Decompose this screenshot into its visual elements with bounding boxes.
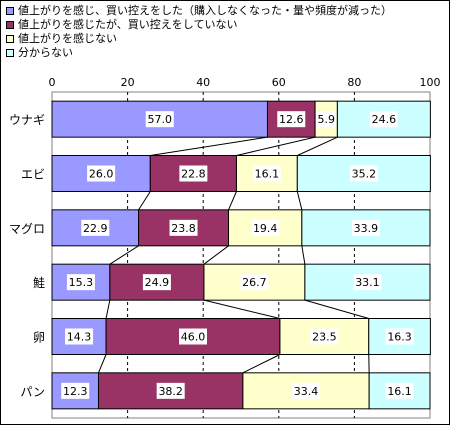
data-label-background	[178, 328, 207, 345]
data-label-background	[385, 328, 414, 345]
data-label: 16.1	[255, 168, 280, 181]
data-label: 12.6	[279, 113, 304, 126]
data-label-background	[65, 328, 94, 345]
category-label: ウナギ	[9, 113, 45, 127]
data-label: 5.9	[317, 113, 335, 126]
data-label: 23.8	[171, 222, 196, 235]
legend-label: 分からない	[18, 46, 73, 59]
x-tick-label: 80	[347, 76, 361, 89]
legend-label: 値上がりを感じ、買い控えをした（購入しなくなった・量や頻度が減った）	[18, 4, 392, 17]
data-label: 57.0	[147, 113, 172, 126]
data-label-background	[369, 111, 398, 128]
series-line	[304, 299, 369, 319]
legend-swatch	[6, 48, 14, 57]
data-label-background	[81, 219, 110, 236]
bar-segment	[336, 100, 431, 138]
series-line	[138, 191, 151, 211]
legend-swatch	[6, 34, 14, 43]
data-label-background	[87, 165, 116, 182]
series-line	[242, 354, 281, 374]
x-tick-label: 60	[272, 76, 286, 89]
legend-swatch	[6, 6, 14, 15]
series-line	[109, 245, 139, 265]
category-label: 鮭	[33, 275, 45, 290]
data-label: 35.2	[352, 168, 377, 181]
data-label-background	[169, 219, 198, 236]
series-line	[105, 300, 111, 319]
legend-swatch	[6, 20, 14, 29]
data-label-background	[349, 165, 378, 182]
legend-item: 分からない	[6, 46, 446, 59]
category-label: 卵	[33, 331, 45, 345]
bar-segment	[51, 209, 140, 247]
x-tick-label: 40	[196, 76, 210, 89]
x-tick-label: 20	[121, 76, 135, 89]
data-label-background	[292, 382, 321, 399]
data-label: 22.8	[181, 168, 206, 181]
x-tick-label: 100	[420, 76, 441, 89]
data-label: 33.1	[355, 276, 380, 289]
data-label: 15.3	[69, 276, 94, 289]
data-label-background	[240, 274, 269, 291]
data-label-background	[385, 382, 414, 399]
data-label-background	[142, 274, 171, 291]
legend-label: 値上がりを感じたが、買い控えをしていない	[18, 18, 238, 31]
data-label: 26.7	[242, 276, 267, 289]
series-line	[301, 245, 306, 265]
legend-item: 値上がりを感じたが、買い控えをしていない	[6, 18, 446, 31]
legend-item: 値上がりを感じない	[6, 32, 446, 45]
series-line	[228, 191, 237, 211]
legend-label: 値上がりを感じない	[18, 32, 117, 45]
data-label: 23.5	[312, 331, 337, 344]
data-label: 33.9	[354, 222, 379, 235]
data-label-background	[66, 274, 95, 291]
data-label: 26.0	[89, 168, 114, 181]
category-label: エビ	[21, 168, 45, 182]
series-line	[203, 299, 281, 319]
series-line	[203, 245, 229, 265]
plot-area	[51, 91, 431, 419]
data-label: 24.9	[145, 276, 170, 289]
series-line	[297, 136, 338, 156]
series-line	[296, 191, 303, 210]
data-label-background	[353, 274, 382, 291]
data-label-background	[145, 111, 174, 128]
data-label: 22.9	[83, 222, 108, 235]
series-line	[236, 136, 316, 156]
data-label: 12.3	[63, 385, 88, 398]
x-tick-label: 0	[49, 76, 56, 89]
data-label-background	[156, 382, 185, 399]
legend: 値上がりを感じ、買い控えをした（購入しなくなった・量や頻度が減った） 値上がりを…	[6, 4, 446, 60]
data-label: 16.3	[387, 331, 412, 344]
data-label-background	[310, 328, 339, 345]
data-label-background	[316, 111, 337, 128]
data-label: 46.0	[181, 331, 206, 344]
legend-item: 値上がりを感じ、買い控えをした（購入しなくなった・量や頻度が減った）	[6, 4, 446, 17]
data-label-background	[252, 165, 281, 182]
data-label-background	[251, 219, 280, 236]
data-label: 16.1	[387, 385, 412, 398]
data-label: 38.2	[158, 385, 183, 398]
category-label: マグロ	[9, 222, 45, 236]
category-label: パン	[20, 385, 45, 399]
series-line	[150, 136, 268, 156]
data-label-background	[277, 111, 306, 128]
data-label: 33.4	[294, 385, 319, 398]
data-label: 14.3	[67, 331, 92, 344]
data-label-background	[351, 219, 380, 236]
data-label-background	[61, 382, 90, 399]
data-label: 19.4	[253, 222, 278, 235]
series-line	[98, 354, 107, 374]
data-label: 24.6	[372, 113, 397, 126]
data-label-background	[179, 165, 208, 182]
